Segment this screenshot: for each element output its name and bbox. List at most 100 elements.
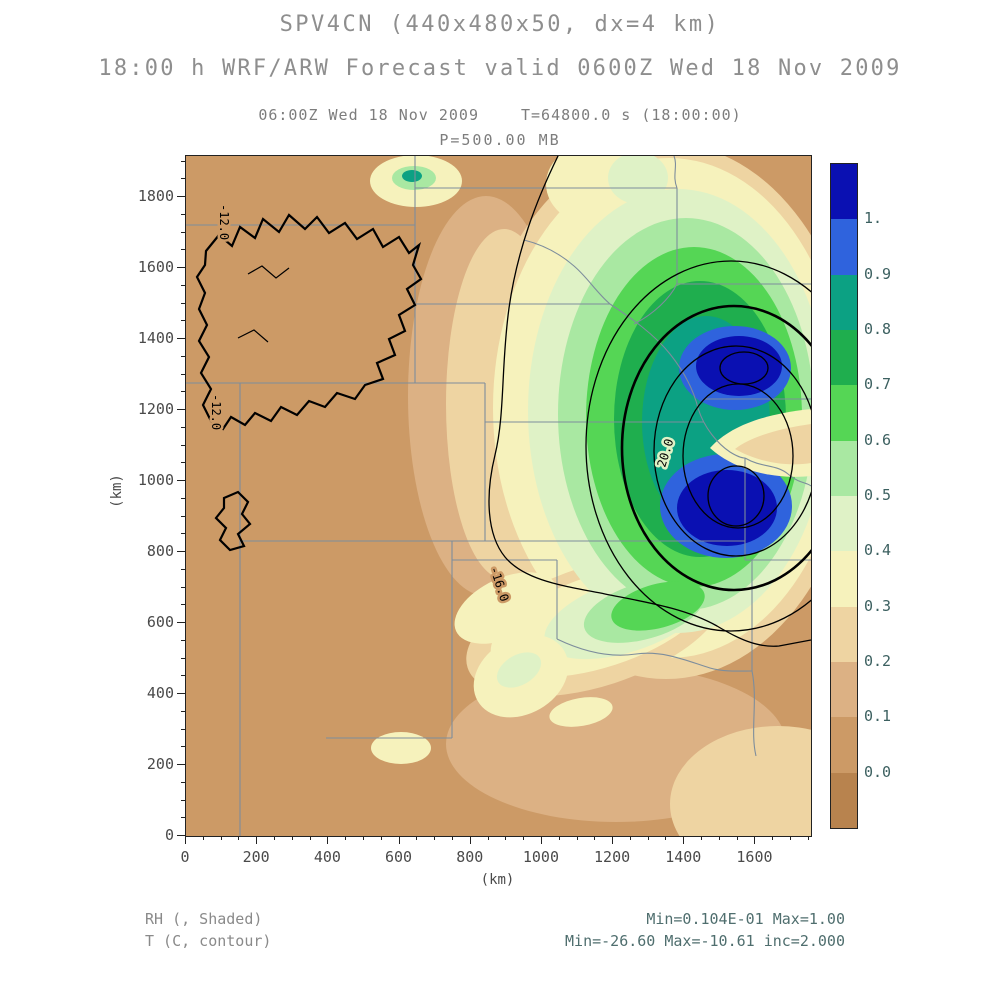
y-minor-tick [181, 799, 185, 801]
y-minor-tick [181, 533, 185, 535]
field-stats: Min=0.104E-01 Max=1.00 Min=-26.60 Max=-1… [565, 908, 845, 952]
colorbar-band [831, 329, 857, 386]
x-minor-tick [220, 836, 222, 840]
y-major-tick [177, 196, 185, 198]
y-minor-tick [181, 462, 185, 464]
y-minor-tick [181, 213, 185, 215]
x-minor-tick [380, 836, 382, 840]
colorbar-level-label: 0.9 [864, 264, 892, 283]
y-tick-label: 1600 [137, 258, 174, 277]
y-minor-tick [181, 675, 185, 677]
x-minor-tick [647, 836, 649, 840]
x-minor-tick [202, 836, 204, 840]
y-tick-label: 200 [146, 755, 174, 774]
plot-area: -12.0 -12.0 -16.0 20.0 [185, 155, 812, 837]
y-major-tick [177, 693, 185, 695]
x-major-tick [398, 836, 400, 844]
colorbar-band [831, 661, 857, 718]
x-minor-tick [273, 836, 275, 840]
colorbar-level-label: 0.4 [864, 541, 892, 560]
y-major-tick [177, 551, 185, 553]
x-minor-tick [416, 836, 418, 840]
x-minor-tick [629, 836, 631, 840]
y-major-tick [177, 267, 185, 269]
x-minor-tick [772, 836, 774, 840]
y-tick-label: 400 [146, 684, 174, 703]
x-major-tick [327, 836, 329, 844]
colorbar-level-label: 1. [864, 209, 883, 228]
x-tick-label: 1400 [665, 848, 702, 866]
x-minor-tick [309, 836, 311, 840]
colorbar-band [831, 716, 857, 773]
x-tick-label: 600 [385, 848, 413, 866]
x-axis-title: (km) [480, 872, 515, 888]
x-minor-tick [487, 836, 489, 840]
y-tick-label: 1200 [137, 400, 174, 419]
y-major-tick [177, 622, 185, 624]
x-minor-tick [291, 836, 293, 840]
x-minor-tick [594, 836, 596, 840]
y-minor-tick [181, 284, 185, 286]
x-axis [185, 836, 812, 848]
y-minor-tick [181, 320, 185, 322]
colorbar-band [831, 440, 857, 496]
x-major-tick [469, 836, 471, 844]
x-minor-tick [505, 836, 507, 840]
y-minor-tick [181, 355, 185, 357]
y-axis-title: (km) [108, 474, 125, 508]
y-minor-tick [181, 444, 185, 446]
colorbar-level-label: 0.3 [864, 596, 892, 615]
x-tick-label: 1000 [522, 848, 559, 866]
x-minor-tick [523, 836, 525, 840]
y-major-tick [177, 835, 185, 836]
y-major-tick [177, 764, 185, 766]
colorbar-band [831, 550, 857, 607]
y-minor-tick [181, 817, 185, 819]
colorbar-band [831, 772, 857, 828]
x-minor-tick [238, 836, 240, 840]
x-tick-label: 1200 [594, 848, 631, 866]
x-major-tick [754, 836, 756, 844]
x-minor-tick [362, 836, 364, 840]
y-major-tick [177, 338, 185, 340]
plot-title: SPV4CN (440x480x50, dx=4 km) [279, 12, 721, 37]
y-tick-label: 1800 [137, 187, 174, 206]
x-minor-tick [736, 836, 738, 840]
y-minor-tick [181, 568, 185, 570]
x-minor-tick [790, 836, 792, 840]
y-minor-tick [181, 160, 185, 162]
x-minor-tick [451, 836, 453, 840]
field-legend: RH (, Shaded) T (C, contour) [145, 908, 271, 952]
x-major-tick [540, 836, 542, 844]
y-major-tick [177, 409, 185, 411]
colorbar-band [831, 384, 857, 441]
x-minor-tick [345, 836, 347, 840]
init-time: 06:00Z Wed 18 Nov 2009 [258, 106, 479, 124]
colorbar-level-label: 0.5 [864, 486, 892, 504]
y-minor-tick [181, 657, 185, 659]
y-minor-tick [181, 302, 185, 304]
y-tick-labels: 0 200 400 600 800 1000 1200 1400 1600 1800 [126, 155, 174, 844]
x-tick-labels: 0 200 400 600 800 1000 1200 1400 1600 [180, 848, 812, 866]
contour-field-stats: Min=-26.60 Max=-10.61 inc=2.000 [565, 932, 845, 950]
y-minor-tick [181, 639, 185, 641]
colorbar-band [831, 274, 857, 330]
shaded-field-legend: RH (, Shaded) [145, 910, 263, 928]
x-major-tick [612, 836, 614, 844]
colorbar-band [831, 495, 857, 552]
x-tick-label: 1600 [736, 848, 773, 866]
colorbar [830, 163, 858, 829]
colorbar-band [831, 606, 857, 662]
y-tick-label: 600 [146, 613, 174, 632]
temperature-contours [195, 156, 811, 647]
y-minor-tick [181, 391, 185, 393]
x-minor-tick [576, 836, 578, 840]
y-minor-tick [181, 426, 185, 428]
plot-subtitle: 18:00 h WRF/ARW Forecast valid 0600Z Wed… [98, 56, 902, 81]
colorbar-level-label: 0.7 [864, 375, 892, 394]
colorbar-level-label: 0.0 [864, 762, 892, 781]
y-minor-tick [181, 781, 185, 783]
y-tick-label: 1000 [137, 471, 174, 490]
map-plot: -12.0 -12.0 -16.0 20.0 [186, 156, 811, 836]
